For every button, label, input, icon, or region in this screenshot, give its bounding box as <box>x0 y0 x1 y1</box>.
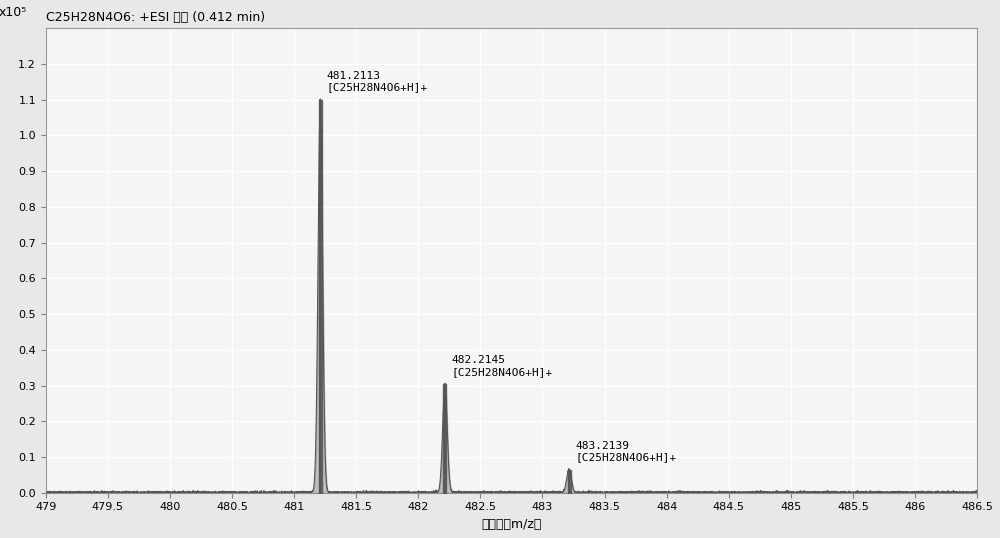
Text: 482.2145
[C25H28N4O6+H]+: 482.2145 [C25H28N4O6+H]+ <box>451 355 552 377</box>
Text: 481.2113
[C25H28N4O6+H]+: 481.2113 [C25H28N4O6+H]+ <box>327 71 428 93</box>
Text: x10⁵: x10⁵ <box>0 6 27 19</box>
Text: C25H28N4O6: +ESI 扫描 (0.412 min): C25H28N4O6: +ESI 扫描 (0.412 min) <box>46 11 265 24</box>
Text: 483.2139
[C25H28N4O6+H]+: 483.2139 [C25H28N4O6+H]+ <box>575 441 676 462</box>
X-axis label: 质荷比（m/z）: 质荷比（m/z） <box>481 518 542 531</box>
